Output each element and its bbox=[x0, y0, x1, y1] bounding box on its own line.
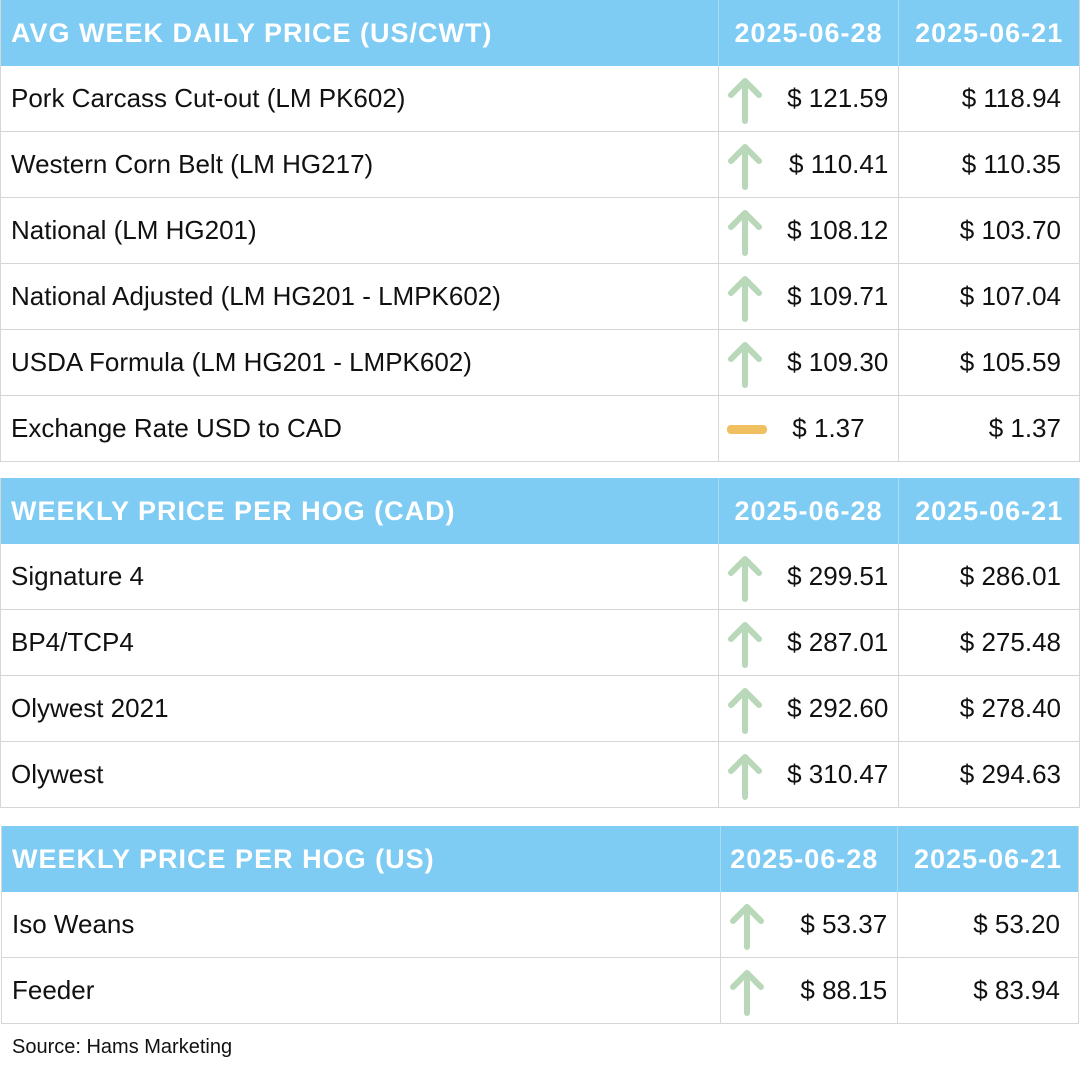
current-value: $ 121.59 bbox=[787, 83, 889, 113]
table-row: Signature 4 $ 299.51 $ 286.01 bbox=[1, 544, 1079, 610]
row-label: Signature 4 bbox=[1, 544, 719, 609]
table-header: AVG WEEK DAILY PRICE (US/CWT) 2025-06-28… bbox=[1, 0, 1079, 66]
previous-value: $ 278.40 bbox=[959, 693, 1061, 723]
row-label: Olywest 2021 bbox=[1, 676, 719, 741]
current-value: $ 110.41 bbox=[789, 149, 889, 179]
table-row: Exchange Rate USD to CAD $ 1.37 $ 1.37 bbox=[1, 396, 1079, 462]
current-value-cell: $ 109.30 bbox=[719, 330, 900, 395]
current-value-cell: $ 299.51 bbox=[719, 544, 900, 609]
current-value-cell: $ 292.60 bbox=[719, 676, 900, 741]
current-value: $ 299.51 bbox=[787, 561, 889, 591]
avg-week-daily-price-table: AVG WEEK DAILY PRICE (US/CWT) 2025-06-28… bbox=[0, 0, 1080, 462]
current-value: $ 53.37 bbox=[800, 909, 888, 939]
row-label: National Adjusted (LM HG201 - LMPK602) bbox=[1, 264, 719, 329]
current-value-cell: $ 109.71 bbox=[719, 264, 900, 329]
previous-value: $ 105.59 bbox=[959, 347, 1061, 377]
up-arrow-icon bbox=[727, 688, 762, 734]
table-header: WEEKLY PRICE PER HOG (US) 2025-06-28 202… bbox=[2, 826, 1078, 892]
row-label: BP4/TCP4 bbox=[1, 610, 719, 675]
current-value: $ 1.37 bbox=[792, 413, 865, 443]
table-row: BP4/TCP4 $ 287.01 $ 275.48 bbox=[1, 610, 1079, 676]
up-arrow-icon bbox=[727, 78, 762, 124]
previous-value: $ 275.48 bbox=[959, 627, 1061, 657]
header-previous-date: 2025-06-21 bbox=[915, 495, 1064, 526]
table-row: Olywest 2021 $ 292.60 $ 278.40 bbox=[1, 676, 1079, 742]
header-label: WEEKLY PRICE PER HOG (US) bbox=[2, 826, 722, 892]
up-arrow-icon bbox=[727, 342, 762, 388]
previous-value: $ 286.01 bbox=[959, 561, 1061, 591]
current-value-cell: $ 110.41 bbox=[719, 132, 900, 197]
previous-value: $ 107.04 bbox=[959, 281, 1061, 311]
header-current-date: 2025-06-28 bbox=[721, 826, 899, 892]
up-arrow-icon bbox=[727, 622, 762, 668]
row-label: Olywest bbox=[1, 742, 719, 807]
up-arrow-icon bbox=[727, 210, 762, 256]
current-value: $ 109.30 bbox=[787, 347, 889, 377]
row-label: Iso Weans bbox=[2, 892, 722, 957]
weekly-price-per-hog-us-table: WEEKLY PRICE PER HOG (US) 2025-06-28 202… bbox=[1, 826, 1079, 1024]
previous-value: $ 103.70 bbox=[959, 215, 1061, 245]
row-label: Feeder bbox=[2, 958, 722, 1023]
table-row: USDA Formula (LM HG201 - LMPK602) $ 109.… bbox=[1, 330, 1079, 396]
previous-value: $ 110.35 bbox=[961, 149, 1061, 179]
up-arrow-icon bbox=[727, 276, 762, 322]
row-label: National (LM HG201) bbox=[1, 198, 719, 263]
up-arrow-icon bbox=[727, 144, 762, 190]
header-previous-date: 2025-06-21 bbox=[914, 843, 1063, 874]
previous-value: $ 1.37 bbox=[988, 413, 1061, 443]
header-label: AVG WEEK DAILY PRICE (US/CWT) bbox=[1, 0, 719, 66]
previous-value: $ 118.94 bbox=[961, 83, 1061, 113]
header-current-date: 2025-06-28 bbox=[719, 478, 900, 544]
current-value-cell: $ 121.59 bbox=[719, 66, 900, 131]
header-label: WEEKLY PRICE PER HOG (CAD) bbox=[1, 478, 719, 544]
table-row: Iso Weans $ 53.37 $ 53.20 bbox=[2, 892, 1078, 958]
current-value: $ 109.71 bbox=[787, 281, 889, 311]
current-value: $ 310.47 bbox=[787, 759, 889, 789]
up-arrow-icon bbox=[727, 754, 762, 800]
row-label: Western Corn Belt (LM HG217) bbox=[1, 132, 719, 197]
table-row: Feeder $ 88.15 $ 83.94 bbox=[2, 958, 1078, 1024]
up-arrow-icon bbox=[730, 970, 765, 1016]
weekly-price-per-hog-cad-table: WEEKLY PRICE PER HOG (CAD) 2025-06-28 20… bbox=[0, 478, 1080, 808]
table-header: WEEKLY PRICE PER HOG (CAD) 2025-06-28 20… bbox=[1, 478, 1079, 544]
previous-value: $ 83.94 bbox=[973, 975, 1060, 1005]
row-label: Exchange Rate USD to CAD bbox=[1, 396, 719, 461]
current-value-cell: $ 88.15 bbox=[721, 958, 899, 1023]
previous-value: $ 294.63 bbox=[959, 759, 1061, 789]
table-row: National (LM HG201) $ 108.12 $ 103.70 bbox=[1, 198, 1079, 264]
current-value-cell: $ 53.37 bbox=[721, 892, 899, 957]
current-value: $ 108.12 bbox=[787, 215, 889, 245]
table-row: Pork Carcass Cut-out (LM PK602) $ 121.59… bbox=[1, 66, 1079, 132]
current-value-cell: $ 310.47 bbox=[719, 742, 900, 807]
header-previous-date: 2025-06-21 bbox=[915, 17, 1064, 48]
table-row: Olywest $ 310.47 $ 294.63 bbox=[1, 742, 1079, 808]
table-row: National Adjusted (LM HG201 - LMPK602) $… bbox=[1, 264, 1079, 330]
flat-dash-icon bbox=[726, 425, 767, 434]
row-label: Pork Carcass Cut-out (LM PK602) bbox=[1, 66, 719, 131]
source-note: Source: Hams Marketing bbox=[12, 1036, 233, 1058]
current-value: $ 292.60 bbox=[787, 693, 889, 723]
header-current-date: 2025-06-28 bbox=[719, 0, 900, 66]
current-value-cell: $ 1.37 bbox=[719, 396, 900, 461]
up-arrow-icon bbox=[730, 904, 765, 950]
current-value: $ 88.15 bbox=[800, 975, 888, 1005]
current-value-cell: $ 287.01 bbox=[719, 610, 900, 675]
current-value: $ 287.01 bbox=[787, 627, 889, 657]
row-label: USDA Formula (LM HG201 - LMPK602) bbox=[1, 330, 719, 395]
up-arrow-icon bbox=[727, 556, 762, 602]
current-value-cell: $ 108.12 bbox=[719, 198, 900, 263]
previous-value: $ 53.20 bbox=[973, 909, 1060, 939]
table-row: Western Corn Belt (LM HG217) $ 110.41 $ … bbox=[1, 132, 1079, 198]
